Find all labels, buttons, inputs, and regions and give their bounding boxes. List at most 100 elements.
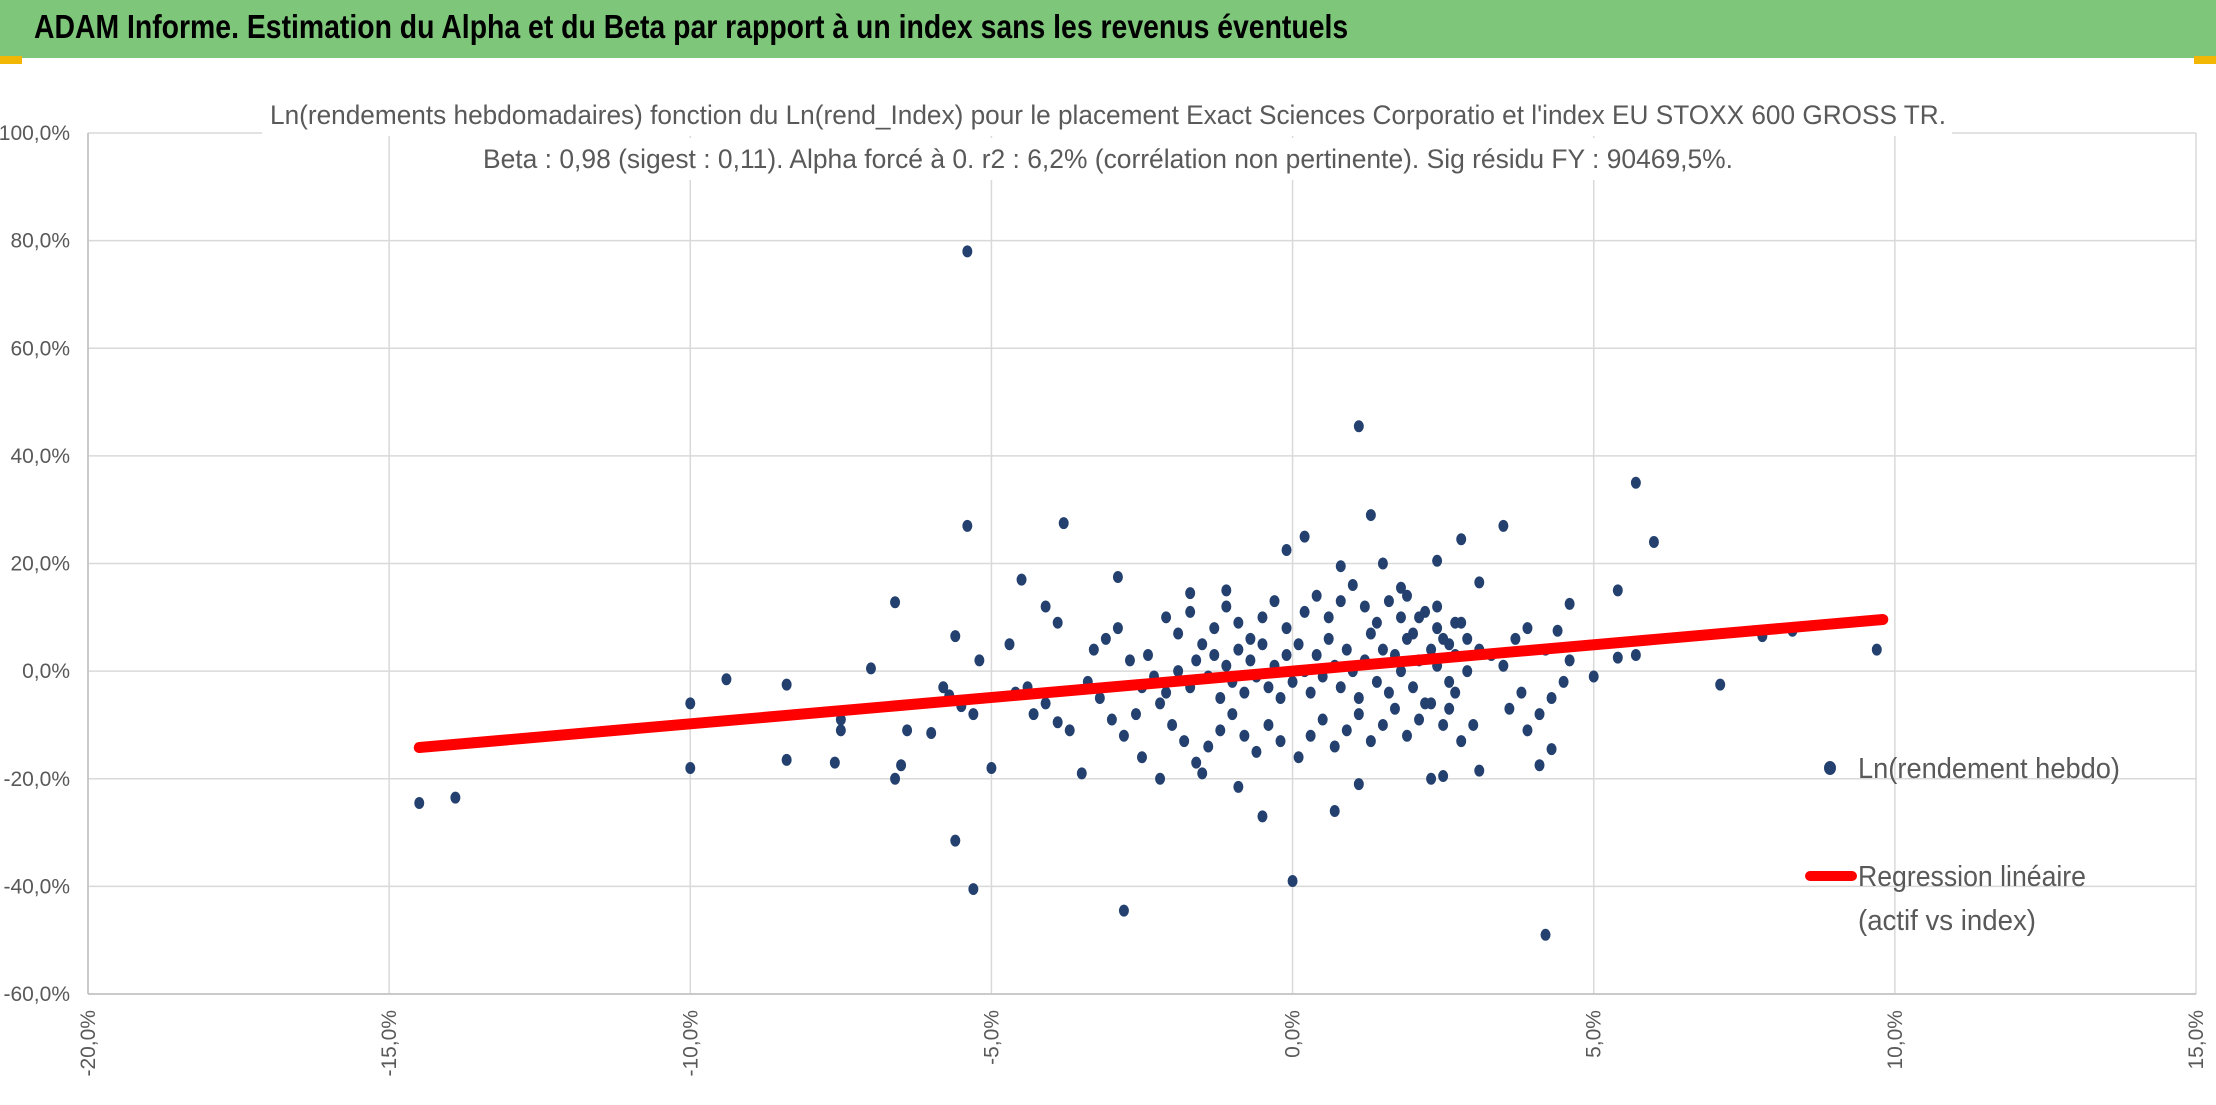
data-point	[1233, 616, 1244, 629]
data-point	[1311, 589, 1322, 602]
data-point	[1359, 600, 1370, 613]
data-point	[1305, 729, 1316, 742]
data-point	[1377, 557, 1388, 570]
data-point	[974, 654, 985, 667]
data-point	[968, 883, 979, 896]
data-point	[1468, 718, 1479, 731]
data-point	[1516, 686, 1527, 699]
legend-label-line: Regression linéaire	[1858, 861, 2086, 893]
data-point	[1456, 735, 1467, 748]
x-tick-label: 0,0%	[1282, 1010, 1305, 1058]
data-point	[1329, 740, 1340, 753]
data-point	[1474, 764, 1485, 777]
regression-line	[413, 613, 1889, 754]
data-point	[1498, 659, 1509, 672]
data-point	[1564, 654, 1575, 667]
data-point	[1438, 770, 1449, 783]
data-point	[1558, 675, 1569, 688]
data-point	[1281, 648, 1292, 661]
x-tick-label: 10,0%	[1884, 1010, 1907, 1070]
x-tick-label: 5,0%	[1583, 1010, 1606, 1058]
data-point	[1715, 678, 1726, 691]
data-point	[1239, 686, 1250, 699]
data-point	[1028, 708, 1039, 721]
data-point	[1444, 675, 1455, 688]
corner-marker-right	[2194, 56, 2216, 64]
data-point	[1402, 632, 1413, 645]
data-point	[1420, 697, 1431, 710]
data-point	[1395, 665, 1406, 678]
data-point	[896, 759, 907, 772]
data-point	[1377, 643, 1388, 656]
data-point	[1221, 659, 1232, 672]
data-point	[950, 630, 961, 643]
data-point	[1612, 584, 1623, 597]
data-point	[1329, 805, 1340, 818]
chart-legend: Ln(rendement hebdo) Regression linéaire (a…	[1805, 753, 2120, 937]
legend-marker-scatter	[1824, 761, 1836, 775]
data-point	[1341, 724, 1352, 737]
data-point	[962, 245, 973, 258]
data-point	[926, 727, 937, 740]
data-point	[1383, 595, 1394, 608]
data-point	[1389, 702, 1400, 715]
data-point	[1112, 570, 1123, 583]
data-point	[890, 772, 901, 785]
data-point	[986, 761, 997, 774]
scatter-chart: -20,0% -15,0% -10,0% -5,0% 0,0% 5,0% 10,0% 15,0…	[0, 94, 2208, 1077]
data-point	[1510, 632, 1521, 645]
data-point	[1052, 616, 1063, 629]
data-point	[1167, 718, 1178, 731]
y-tick-label: 40,0%	[10, 445, 70, 468]
data-point	[1648, 535, 1659, 548]
data-point	[1323, 632, 1334, 645]
data-point	[1263, 718, 1274, 731]
data-point	[1221, 584, 1232, 597]
data-point	[1106, 713, 1117, 726]
data-point	[962, 519, 973, 532]
data-point	[1197, 767, 1208, 780]
data-point	[1371, 675, 1382, 688]
data-point	[781, 678, 792, 691]
data-point	[1335, 681, 1346, 694]
x-tick-label: -15,0%	[378, 1010, 401, 1077]
data-point	[890, 596, 901, 609]
scatter-points	[414, 245, 1882, 941]
data-point	[1317, 713, 1328, 726]
data-point	[1432, 622, 1443, 635]
data-point	[1444, 702, 1455, 715]
data-point	[1257, 810, 1268, 823]
data-point	[1185, 587, 1196, 600]
data-point	[1016, 573, 1027, 586]
corner-marker-left	[0, 56, 22, 64]
data-point	[1245, 632, 1256, 645]
data-point	[1438, 632, 1449, 645]
data-point	[938, 681, 949, 694]
subtitle-background	[470, 138, 1746, 180]
data-point	[1504, 702, 1515, 715]
data-point	[1311, 648, 1322, 661]
x-tick-label: 15,0%	[2185, 1010, 2208, 1070]
data-point	[1426, 643, 1437, 656]
data-point	[1137, 751, 1147, 764]
x-tick-label: -10,0%	[679, 1010, 702, 1077]
data-point	[1155, 697, 1166, 710]
chart-grid	[87, 132, 2197, 995]
chart-title: Ln(rendements hebdomadaires) fonction du…	[270, 100, 1946, 130]
data-point	[835, 713, 846, 726]
y-tick-label: 80,0%	[10, 230, 70, 253]
data-point	[450, 791, 461, 804]
data-point	[1522, 622, 1533, 635]
x-tick-label: -5,0%	[980, 1010, 1003, 1065]
data-point	[1414, 713, 1425, 726]
data-point	[1257, 611, 1268, 624]
y-axis: 100,0% 80,0% 60,0% 40,0% 20,0% 0,0% -20,0% -40,…	[0, 122, 70, 1006]
data-point	[1323, 611, 1334, 624]
data-point	[1395, 611, 1406, 624]
y-tick-label: 100,0%	[0, 122, 70, 145]
data-point	[1365, 735, 1376, 748]
data-point	[1426, 772, 1437, 785]
data-point	[1227, 708, 1238, 721]
data-point	[1534, 708, 1545, 721]
y-tick-label: 0,0%	[22, 660, 70, 683]
